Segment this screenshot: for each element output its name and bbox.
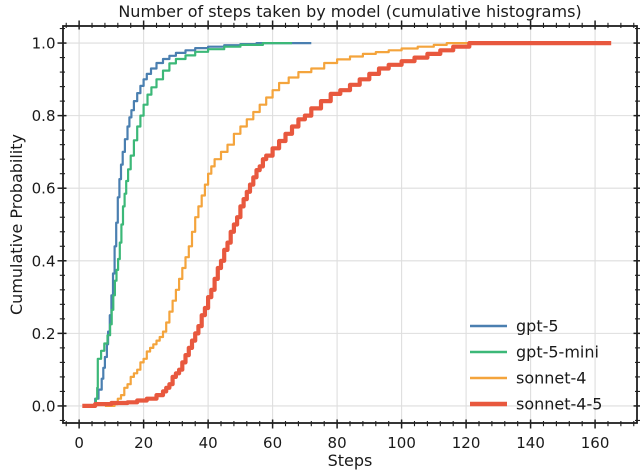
y-tick-labels: 0.0 0.2 0.4 0.6 0.8 1.0 [32, 35, 56, 416]
x-tick-label: 20 [134, 434, 153, 452]
series-line-gpt-5-mini [93, 42, 292, 407]
x-tick-label: 100 [387, 434, 416, 452]
x-tick-label: 0 [74, 434, 84, 452]
data-series-lines [82, 41, 612, 408]
x-tick-label: 60 [263, 434, 282, 452]
legend-label-sonnet-4-5: sonnet-4-5 [516, 395, 602, 414]
legend-label-gpt-5-mini: gpt-5-mini [516, 343, 599, 362]
x-tick-label: 80 [328, 434, 347, 452]
y-tick-label: 0.0 [32, 397, 56, 415]
y-tick-label: 1.0 [32, 35, 56, 53]
x-tick-labels: 0 20 40 60 80 100 120 140 160 [74, 434, 609, 452]
x-tick-label: 40 [199, 434, 218, 452]
legend-label-gpt-5: gpt-5 [516, 317, 559, 336]
y-tick-label: 0.6 [32, 180, 56, 198]
chart-title: Number of steps taken by model (cumulati… [118, 2, 581, 21]
legend: gpt-5 gpt-5-mini sonnet-4 sonnet-4-5 [470, 317, 602, 414]
x-tick-label: 160 [581, 434, 610, 452]
x-tick-label: 140 [516, 434, 545, 452]
x-tick-label: 120 [452, 434, 481, 452]
series-line-sonnet-4-5 [82, 41, 612, 408]
series-line-sonnet-4 [104, 42, 476, 407]
y-tick-label: 0.2 [32, 325, 56, 343]
axis-ticks [57, 20, 640, 429]
grid-lines [63, 26, 637, 423]
legend-label-sonnet-4: sonnet-4 [516, 369, 586, 388]
x-axis-label: Steps [328, 451, 373, 470]
y-axis-label: Cumulative Probability [7, 134, 26, 315]
y-tick-label: 0.8 [32, 107, 56, 125]
y-tick-label: 0.4 [32, 252, 56, 270]
